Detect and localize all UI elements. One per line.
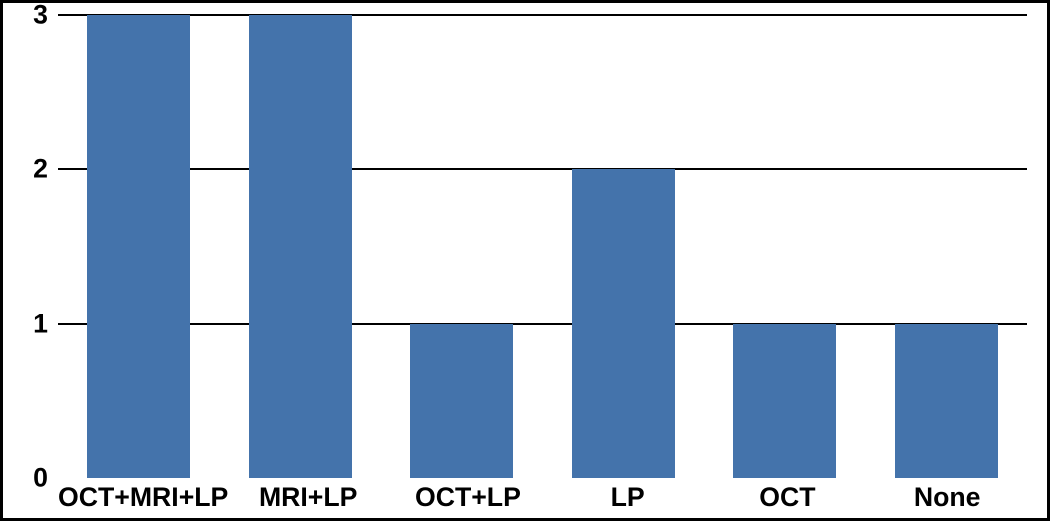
y-tick-label: 3 — [33, 0, 58, 31]
x-tick-label: OCT — [708, 482, 868, 512]
bar-slot — [866, 15, 1028, 478]
y-tick-label: 1 — [33, 308, 58, 339]
x-tick-label: OCT+LP — [388, 482, 548, 512]
x-tick-label: MRI+LP — [228, 482, 388, 512]
x-tick-label: None — [867, 482, 1027, 512]
x-tick-label: OCT+MRI+LP — [58, 482, 228, 512]
y-tick-label: 2 — [33, 154, 58, 185]
bar-slot — [381, 15, 543, 478]
bar-slot — [58, 15, 220, 478]
bar-slot — [220, 15, 382, 478]
bar — [733, 324, 836, 478]
bar — [895, 324, 998, 478]
x-axis-labels: OCT+MRI+LPMRI+LPOCT+LPLPOCTNone — [58, 482, 1027, 512]
bar — [249, 15, 352, 478]
bar-slot — [704, 15, 866, 478]
bar — [87, 15, 190, 478]
y-tick-label: 0 — [33, 463, 58, 494]
plot-area: 0123 — [58, 15, 1027, 478]
bar — [410, 324, 513, 478]
bar-slot — [543, 15, 705, 478]
chart-frame: 0123 OCT+MRI+LPMRI+LPOCT+LPLPOCTNone — [0, 0, 1050, 521]
bars-container — [58, 15, 1027, 478]
x-tick-label: LP — [548, 482, 708, 512]
bar — [572, 169, 675, 478]
